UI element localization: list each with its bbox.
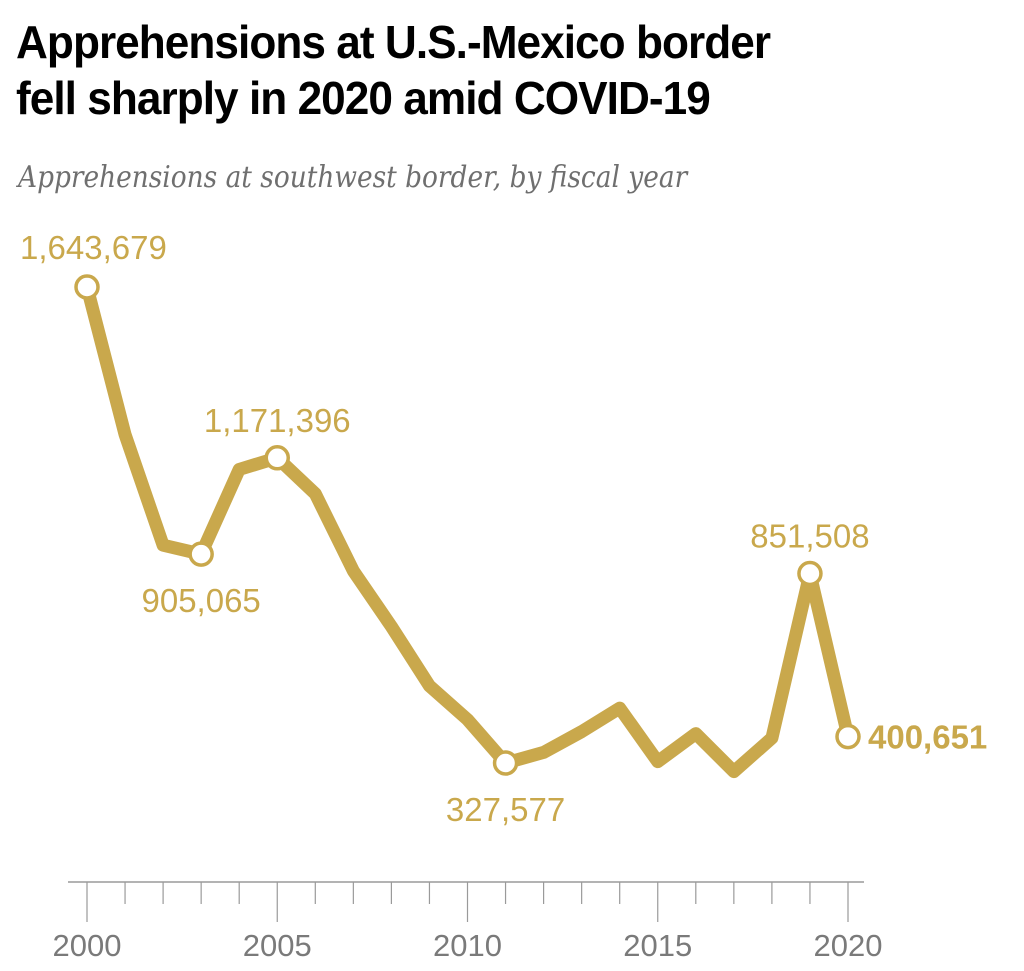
x-tick-label: 2020 [814, 928, 883, 963]
highlight-marker [74, 274, 100, 300]
series-line-group [80, 280, 855, 779]
data-point [122, 432, 128, 438]
highlight-markers [74, 274, 861, 776]
data-label: 327,577 [446, 791, 565, 828]
x-tick-label: 2015 [623, 928, 692, 963]
data-label: 1,171,396 [204, 402, 351, 439]
data-label: 905,065 [142, 582, 261, 619]
data-point [693, 731, 699, 737]
data-point [160, 542, 166, 548]
data-point [426, 683, 432, 689]
data-point [579, 729, 585, 735]
highlight-marker [188, 541, 214, 567]
data-point [388, 623, 394, 629]
highlight-marker [492, 750, 519, 776]
data-point [541, 749, 547, 755]
x-tick-label: 2005 [243, 928, 312, 963]
data-point [236, 466, 242, 472]
chart-title: Apprehensions at U.S.-Mexico border fell… [16, 14, 976, 126]
data-label: 1,643,679 [20, 229, 167, 266]
data-point [350, 568, 356, 574]
data-point [617, 705, 623, 711]
data-point [731, 769, 737, 775]
data-label: 851,508 [750, 518, 869, 555]
data-label: 400,651 [868, 719, 987, 756]
data-labels: 1,643,679 905,065 1,171,396 327,577 851,508 4… [20, 229, 987, 828]
data-point [465, 717, 471, 723]
data-point [312, 491, 318, 497]
highlight-marker [264, 445, 290, 471]
chart-title-line-1: Apprehensions at U.S.-Mexico border [16, 16, 771, 68]
data-point [769, 735, 775, 741]
highlight-marker [835, 723, 861, 750]
chart-subtitle: Apprehensions at southwest border, by fi… [18, 160, 688, 195]
x-tick-label: 2000 [53, 928, 122, 963]
chart-title-line-2: fell sharply in 2020 amid COVID-19 [16, 72, 711, 124]
x-tick-label: 2010 [433, 928, 502, 963]
x-axis: 2000 2005 2010 2015 2020 [53, 881, 883, 963]
data-point [655, 759, 661, 765]
series-line-apprehensions [80, 280, 855, 779]
highlight-marker [797, 560, 823, 587]
